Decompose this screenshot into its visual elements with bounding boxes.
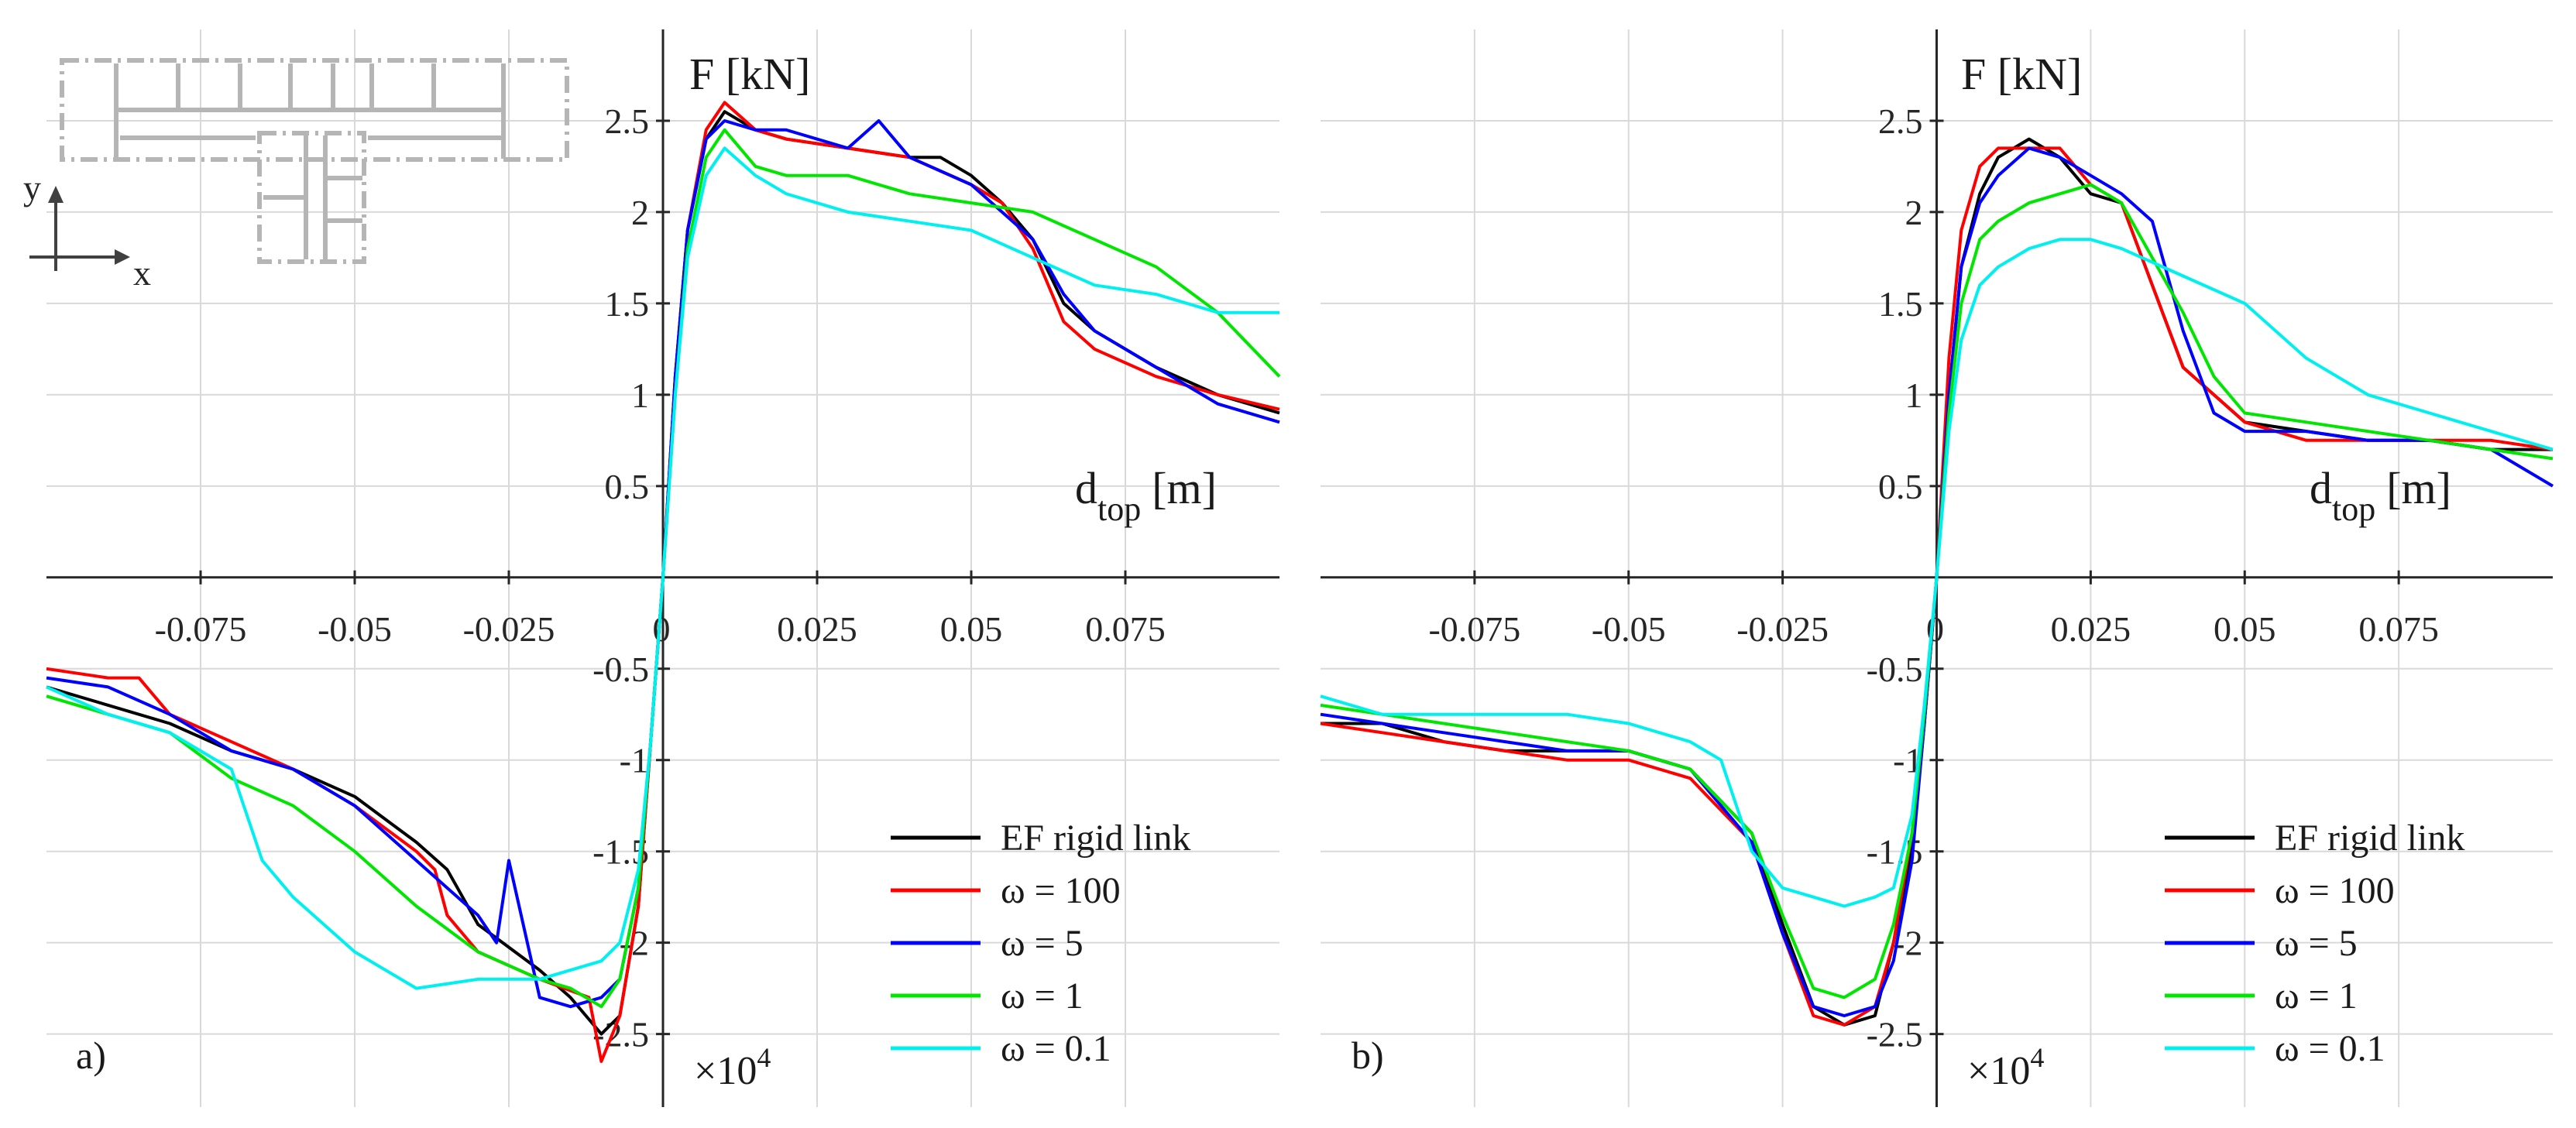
x-tick-label: 0.075	[2358, 609, 2439, 649]
x-tick-label: 0.075	[1085, 609, 1166, 649]
x-tick-label: 0.05	[2214, 609, 2276, 649]
series-a	[46, 101, 1281, 1063]
legend-a: EF rigid link ω = 100 ω = 5 ω = 1 ω = 0.1	[891, 818, 1190, 1069]
y-multiplier-exp-a: 4	[757, 1042, 771, 1073]
y-axis-label-a: F [kN]	[689, 49, 810, 99]
floor-plan-wing	[257, 131, 366, 264]
legend-label: ω = 0.1	[2275, 1028, 2385, 1069]
y-multiplier-base-b: ×10	[1967, 1049, 2030, 1093]
y-tick-label: 0.5	[605, 467, 650, 506]
y-tick-label: -0.5	[1867, 650, 1923, 689]
y-tick-label: 2.5	[605, 101, 650, 141]
y-tick-label: 2	[1905, 193, 1923, 232]
x-axis-label-unit-b: [m]	[2386, 463, 2451, 513]
x-tick-labels-a: -0.075 -0.05 -0.025 0 0.025 0.05 0.075	[155, 609, 1166, 649]
panel-b: -0.075 -0.05 -0.025 0 0.025 0.05 0.075 -2.5-2-…	[1320, 29, 2554, 1107]
x-axis-label-main-a: d	[1075, 463, 1097, 513]
legend-label: EF rigid link	[1001, 818, 1190, 859]
y-tick-label: -2.5	[1867, 1015, 1923, 1054]
series-line-4	[46, 146, 1279, 990]
legend-label: ω = 5	[2275, 923, 2358, 964]
y-tick-label: -1	[620, 741, 649, 780]
legend-label: ω = 5	[1001, 923, 1084, 964]
y-multiplier-a: ×104	[694, 1042, 771, 1093]
y-tick-label: 1.5	[605, 284, 650, 324]
legend-label: ω = 1	[1001, 975, 1084, 1017]
floor-plan-outline	[60, 58, 569, 162]
inset-y-arrow-icon	[48, 186, 64, 203]
series-b	[1320, 137, 2554, 1027]
series-line-3	[1320, 183, 2554, 999]
x-tick-label: -0.05	[318, 609, 392, 649]
legend-label: ω = 100	[1001, 870, 1121, 911]
y-multiplier-b: ×104	[1967, 1042, 2044, 1093]
x-axis-label-b: dtop [m]	[2310, 463, 2451, 528]
x-tick-labels-b: -0.075 -0.05 -0.025 0 0.025 0.05 0.075	[1428, 609, 2438, 649]
y-multiplier-base-a: ×10	[694, 1049, 757, 1093]
legend-label: ω = 100	[2275, 870, 2395, 911]
x-tick-label: -0.05	[1592, 609, 1666, 649]
y-multiplier-exp-b: 4	[2030, 1042, 2044, 1073]
x-tick-label: -0.025	[1736, 609, 1829, 649]
y-tick-label: 1	[1905, 375, 1923, 415]
series-line-4	[1320, 238, 2554, 908]
x-tick-label: 0.025	[777, 609, 857, 649]
x-tick-label: -0.075	[155, 609, 247, 649]
y-tick-label: 2	[631, 193, 649, 232]
x-axis-label-sub-a: top	[1097, 490, 1141, 528]
legend-label: ω = 1	[2275, 975, 2358, 1017]
legend-b: EF rigid link ω = 100 ω = 5 ω = 1 ω = 0.1	[2165, 818, 2464, 1069]
inset-x-label: x	[133, 253, 151, 293]
x-axis-label-a: dtop [m]	[1075, 463, 1217, 528]
legend-label: ω = 0.1	[1001, 1028, 1111, 1069]
legend-label: EF rigid link	[2275, 818, 2464, 859]
y-tick-label: 1	[631, 375, 649, 415]
y-tick-label: 1.5	[1878, 284, 1923, 324]
y-tick-label: 2.5	[1878, 101, 1923, 141]
x-tick-label: -0.025	[463, 609, 555, 649]
panel-label-b: b)	[1352, 1034, 1384, 1077]
y-tick-label: 0.5	[1878, 467, 1923, 506]
x-tick-label: 0.025	[2051, 609, 2131, 649]
y-tick-label: -0.5	[592, 650, 649, 689]
inset-x-arrow-icon	[115, 249, 130, 265]
floor-plan-inset: x y	[23, 58, 569, 293]
x-axis-label-unit-a: [m]	[1152, 463, 1217, 513]
panel-label-a: a)	[76, 1034, 106, 1077]
inset-y-label: y	[23, 168, 41, 207]
panel-a: -0.075 -0.05 -0.025 0 0.025 0.05 0.075 -2.5-2-…	[23, 29, 1281, 1107]
x-axis-label-main-b: d	[2310, 463, 2332, 513]
y-axis-label-b: F [kN]	[1961, 49, 2082, 99]
x-tick-label: 0.05	[940, 609, 1003, 649]
x-axis-label-sub-b: top	[2332, 490, 2375, 528]
x-tick-label: -0.075	[1428, 609, 1520, 649]
